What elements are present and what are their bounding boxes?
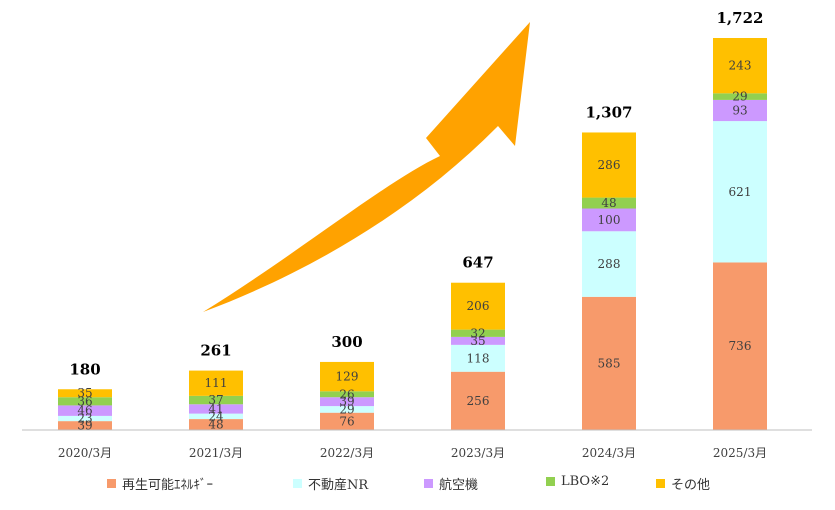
data-label: 100 — [598, 213, 621, 227]
bar-segment-3-1 — [58, 405, 112, 416]
bar-segment-2-4 — [451, 344, 505, 372]
bar-segment-1-5 — [582, 296, 636, 430]
data-label: 256 — [467, 394, 490, 408]
x-tick-label: 2023/3月 — [451, 446, 505, 460]
data-label: 288 — [598, 257, 621, 271]
data-label: 118 — [467, 351, 490, 365]
x-tick-label: 2020/3月 — [58, 446, 112, 460]
legend-swatch — [424, 479, 433, 488]
bar-segment-5-3 — [320, 361, 374, 392]
legend-swatch — [656, 479, 665, 488]
bar-segment-4-5 — [582, 197, 636, 209]
bar-segment-2-6 — [713, 121, 767, 263]
data-label: 24 — [208, 409, 224, 423]
bar-segment-4-6 — [713, 93, 767, 100]
bar-segment-3-3 — [320, 397, 374, 407]
bar-segment-4-2 — [189, 395, 243, 405]
data-label: 206 — [467, 299, 490, 313]
data-label: 243 — [729, 59, 752, 73]
bar-segment-3-2 — [189, 404, 243, 414]
bar-segment-1-4 — [451, 371, 505, 430]
bar-segment-2-1 — [58, 415, 112, 422]
total-label: 180 — [69, 360, 100, 378]
legend-label: その他 — [671, 478, 711, 493]
data-label: 35 — [470, 334, 485, 348]
data-label: 37 — [208, 393, 223, 407]
bar-segment-1-2 — [189, 419, 243, 430]
legend-label: 再生可能ｴﾈﾙｷﾞｰ — [122, 478, 214, 493]
data-label: 29 — [732, 90, 747, 104]
bar-segment-3-6 — [713, 99, 767, 122]
x-tick-label: 2024/3月 — [582, 446, 636, 460]
data-label: 621 — [729, 185, 752, 199]
data-label: 32 — [470, 326, 485, 340]
bar-segment-5-6 — [713, 38, 767, 94]
bar-segment-4-1 — [58, 397, 112, 406]
data-label: 29 — [339, 402, 354, 416]
bar-segment-3-5 — [582, 208, 636, 232]
data-label: 129 — [336, 370, 359, 384]
data-label: 736 — [729, 339, 752, 353]
total-label: 300 — [331, 333, 362, 351]
x-tick-label: 2022/3月 — [320, 446, 374, 460]
data-label: 93 — [732, 104, 747, 118]
data-label: 46 — [77, 404, 92, 418]
total-label: 647 — [462, 254, 493, 272]
bar-segment-2-2 — [189, 413, 243, 420]
legend-swatch — [107, 479, 116, 488]
legend-label: 航空機 — [439, 478, 479, 493]
legend-item: 航空機 — [424, 474, 478, 493]
x-tick-label: 2025/3月 — [713, 446, 767, 460]
data-label: 39 — [339, 395, 354, 409]
total-label: 1,722 — [717, 9, 764, 27]
data-label: 286 — [598, 158, 621, 172]
data-label: 35 — [77, 386, 92, 400]
bar-segment-4-3 — [320, 391, 374, 398]
data-label: 48 — [601, 196, 616, 210]
legend-item: 再生可能ｴﾈﾙｷﾞｰ — [107, 474, 213, 493]
total-label: 261 — [200, 342, 231, 360]
data-label: 39 — [77, 419, 92, 433]
bar-segment-1-1 — [58, 421, 112, 430]
bar-segment-5-2 — [189, 370, 243, 396]
data-label: 36 — [77, 394, 92, 408]
data-label: 585 — [598, 356, 621, 370]
data-label: 26 — [339, 387, 354, 401]
legend: 再生可能ｴﾈﾙｷﾞｰ 不動産NR 航空機 LBO※2 その他 — [0, 474, 835, 498]
bar-segment-5-1 — [58, 389, 112, 398]
bar-segment-4-4 — [451, 329, 505, 337]
bar-segment-2-5 — [582, 231, 636, 297]
data-label: 48 — [208, 418, 223, 432]
bar-segment-1-3 — [320, 412, 374, 430]
bar-segment-2-3 — [320, 406, 374, 413]
bar-segment-3-4 — [451, 336, 505, 345]
legend-label: LBO※2 — [561, 474, 610, 489]
bar-segment-1-6 — [713, 262, 767, 430]
legend-item: LBO※2 — [546, 474, 609, 489]
data-label: 23 — [77, 412, 92, 426]
legend-swatch — [293, 479, 302, 488]
data-label: 76 — [339, 414, 354, 428]
legend-item: その他 — [656, 474, 710, 493]
bar-segment-5-4 — [451, 282, 505, 330]
legend-label: 不動産NR — [308, 478, 369, 493]
x-tick-label: 2021/3月 — [189, 446, 243, 460]
bar-segment-5-5 — [582, 132, 636, 198]
data-label: 111 — [205, 376, 228, 390]
legend-item: 不動産NR — [293, 474, 368, 493]
total-label: 1,307 — [586, 103, 633, 121]
legend-swatch — [546, 477, 555, 486]
data-label: 41 — [208, 402, 223, 416]
